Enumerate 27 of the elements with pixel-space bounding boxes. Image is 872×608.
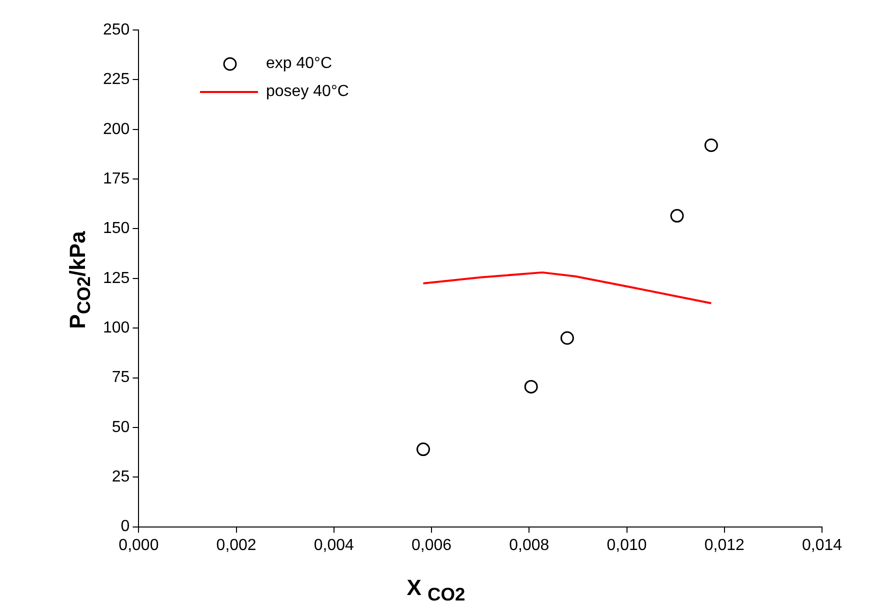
point [560,331,574,345]
y-tick-label: 25 [112,468,130,486]
y-tick-label: 100 [102,319,130,336]
y-tick-label: 225 [102,71,130,88]
y-tick-label: 175 [102,170,130,188]
y-tick-label: 150 [102,220,130,238]
x-tick-label: 0,006 [412,536,452,554]
point [524,380,538,394]
y-tick-label: 200 [102,120,130,138]
y-tick-label: 0 [120,518,130,536]
x-tick-label: 0,002 [216,536,256,554]
x-tick-label: 0,004 [314,536,354,554]
y-tick-label: 250 [102,21,130,38]
x-axis-title: X $_{CO2}$ [406,575,466,606]
point [670,209,684,223]
y-tick-label: 75 [112,369,130,386]
x-tick-label: 0,000 [118,536,159,554]
x-tick-label: 0,008 [509,536,550,554]
x-tick-label: 0,014 [802,536,842,554]
x-tick-label: 0,010 [606,536,647,554]
y-tick-label: 125 [102,270,130,287]
legend-label: exp 40°C [266,55,332,73]
x-tick-label: 0,012 [704,536,744,554]
y-tick-label: 50 [112,418,130,436]
legend-label: posey 40°C [266,83,349,101]
point [704,138,718,152]
point [416,442,430,456]
